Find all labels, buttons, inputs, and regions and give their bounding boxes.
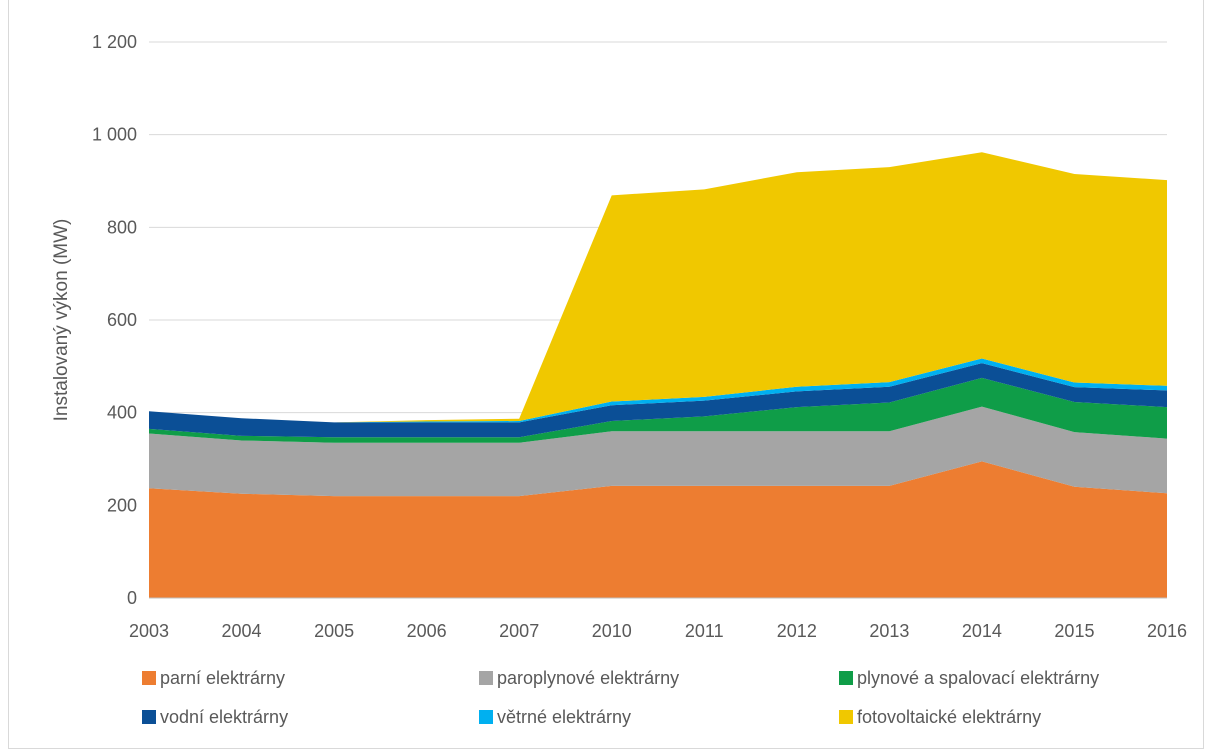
x-tick-label: 2012 (777, 621, 817, 641)
y-tick-label: 600 (107, 310, 137, 330)
legend-swatch (839, 671, 853, 685)
y-tick-label: 200 (107, 495, 137, 515)
area-series-paroplynove (149, 406, 1167, 497)
x-tick-label: 2004 (222, 621, 262, 641)
x-tick-label: 2006 (407, 621, 447, 641)
x-tick-label: 2010 (592, 621, 632, 641)
area-series-vodni (149, 363, 1167, 438)
legend-swatch (479, 710, 493, 724)
area-series-group (149, 152, 1167, 598)
chart-frame: 0 200 400 600 800 1 000 1 200 2003 2004 2005 2006 2… (8, 0, 1204, 749)
y-tick-label: 800 (107, 217, 137, 237)
y-tick-label: 1 200 (92, 32, 137, 52)
legend: parní elektrárny paroplynové elektrárny pl… (142, 668, 1099, 727)
legend-swatch (479, 671, 493, 685)
legend-swatch (142, 671, 156, 685)
legend-label: plynové a spalovací elektrárny (857, 668, 1099, 688)
x-tick-label: 2003 (129, 621, 169, 641)
y-tick-label: 400 (107, 403, 137, 423)
x-tick-label: 2014 (962, 621, 1002, 641)
legend-label: větrné elektrárny (497, 707, 631, 727)
legend-label: paroplynové elektrárny (497, 668, 679, 688)
x-tick-label: 2015 (1054, 621, 1094, 641)
legend-label: parní elektrárny (160, 668, 285, 688)
legend-item: paroplynové elektrárny (479, 668, 679, 688)
x-tick-label: 2016 (1147, 621, 1187, 641)
legend-swatch (839, 710, 853, 724)
legend-item: parní elektrárny (142, 668, 285, 688)
area-series-parni (149, 461, 1167, 598)
y-axis-title: Instalovaný výkon (MW) (51, 219, 72, 422)
area-series-plynove-spalovaci (149, 377, 1167, 443)
legend-item: plynové a spalovací elektrárny (839, 668, 1099, 688)
legend-label: vodní elektrárny (160, 707, 288, 727)
x-tick-label: 2005 (314, 621, 354, 641)
y-tick-label: 1 000 (92, 125, 137, 145)
x-tick-label: 2013 (869, 621, 909, 641)
axes: 0 200 400 600 800 1 000 1 200 2003 2004 2005 2006 2… (92, 32, 1187, 641)
legend-label: fotovoltaické elektrárny (857, 707, 1041, 727)
y-tick-label: 0 (127, 588, 137, 608)
legend-item: vodní elektrárny (142, 707, 288, 727)
area-series-fotovoltaicke (149, 152, 1167, 423)
x-tick-label: 2011 (685, 621, 724, 641)
legend-item: větrné elektrárny (479, 707, 631, 727)
legend-swatch (142, 710, 156, 724)
stacked-area-chart: 0 200 400 600 800 1 000 1 200 2003 2004 2005 2006 2… (51, 32, 1187, 727)
x-tick-label: 2007 (499, 621, 539, 641)
legend-item: fotovoltaické elektrárny (839, 707, 1041, 727)
